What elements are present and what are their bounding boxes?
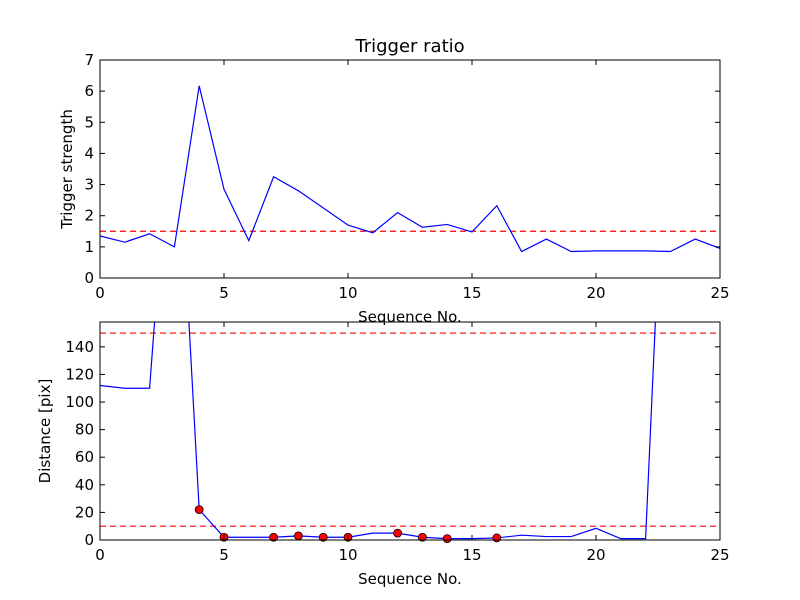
data-point [417, 532, 427, 542]
axes-frame [99, 321, 721, 541]
y-tick-label: 100 [65, 393, 94, 411]
y-tick-label: 80 [75, 421, 94, 439]
y-tick-label: 2 [84, 207, 94, 225]
data-point [442, 534, 452, 544]
y-tick-label: 1 [84, 238, 94, 256]
data-point [393, 528, 403, 538]
y-tick-label: 120 [65, 365, 94, 383]
series-line [100, 322, 656, 540]
x-tick-label: 10 [338, 284, 357, 302]
axes-frame [99, 59, 721, 279]
y-tick-label: 3 [84, 176, 94, 194]
y-axis-label: Trigger strength [58, 109, 76, 230]
x-tick-label: 25 [710, 546, 729, 564]
y-tick-label: 0 [84, 531, 94, 549]
y-tick-label: 7 [84, 51, 94, 69]
y-tick-label: 20 [75, 503, 94, 521]
chart-title: Trigger ratio [354, 36, 464, 57]
y-axis-label: Distance [pix] [36, 379, 54, 484]
x-tick-label: 20 [586, 284, 605, 302]
data-point [194, 505, 204, 515]
x-tick-label: 20 [586, 546, 605, 564]
x-tick-label: 25 [710, 284, 729, 302]
x-axis-label: Sequence No. [358, 308, 462, 326]
trigger-ratio-chart: 0 5 10 15 20 25 0 1 2 3 4 5 6 7 Trigger ratio Sequence … [58, 36, 730, 326]
distance-chart: 0 5 10 15 20 25 0 20 40 60 80 100 120 140 Sequence No.… [36, 321, 730, 588]
y-tick-label: 4 [84, 144, 94, 162]
y-tick-label: 0 [84, 269, 94, 287]
x-tick-label: 0 [95, 546, 105, 564]
x-tick-label: 15 [462, 284, 481, 302]
y-tick-label: 40 [75, 476, 94, 494]
y-tick-label: 140 [65, 338, 94, 356]
data-point [492, 533, 502, 543]
data-point [269, 532, 279, 542]
data-point [318, 532, 328, 542]
x-tick-label: 0 [95, 284, 105, 302]
y-tick-label: 60 [75, 448, 94, 466]
x-axis-label: Sequence No. [358, 570, 462, 588]
x-tick-label: 5 [219, 284, 229, 302]
x-tick-label: 10 [338, 546, 357, 564]
y-tick-label: 5 [84, 113, 94, 131]
series-line [100, 85, 720, 253]
x-tick-label: 15 [462, 546, 481, 564]
y-tick-label: 6 [84, 82, 94, 100]
x-tick-label: 5 [219, 546, 229, 564]
data-point [293, 531, 303, 541]
